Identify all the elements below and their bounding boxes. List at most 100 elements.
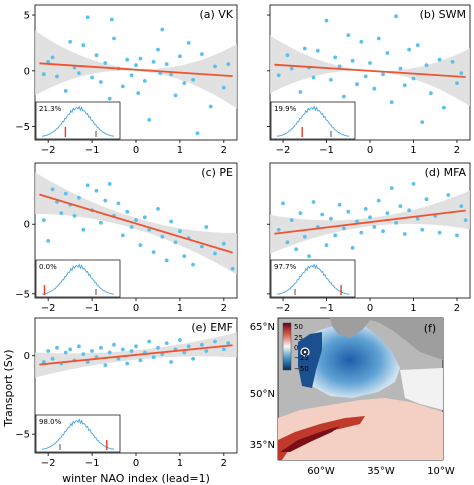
regression-line bbox=[39, 62, 233, 77]
data-point bbox=[407, 208, 411, 213]
data-point bbox=[191, 356, 196, 361]
data-point bbox=[363, 207, 368, 211]
data-point bbox=[315, 48, 320, 53]
inset-histogram bbox=[41, 418, 115, 450]
data-point bbox=[398, 66, 403, 71]
data-point bbox=[68, 347, 72, 352]
data-point bbox=[307, 254, 311, 259]
data-point bbox=[46, 239, 51, 243]
data-point bbox=[355, 219, 359, 224]
data-point bbox=[103, 61, 108, 65]
data-point bbox=[112, 342, 116, 347]
panel-title: (a) VK bbox=[199, 8, 233, 21]
data-point bbox=[281, 201, 285, 206]
data-point bbox=[120, 347, 125, 352]
data-point bbox=[407, 47, 411, 52]
data-point bbox=[94, 188, 99, 193]
panel-emf: −2 −1 0 1 2 −5 0 (e) EMF 98.0% bbox=[15, 317, 238, 469]
data-point bbox=[77, 344, 81, 349]
x-axis-label: winter NAO index (lead=1) bbox=[62, 472, 210, 485]
data-point bbox=[342, 226, 346, 231]
data-point bbox=[63, 89, 68, 93]
data-point bbox=[455, 233, 459, 238]
data-point bbox=[415, 216, 420, 221]
data-point bbox=[329, 216, 333, 221]
data-point bbox=[221, 347, 226, 352]
y-tick-label: 0 bbox=[24, 351, 30, 362]
data-point bbox=[420, 227, 425, 232]
data-point bbox=[72, 214, 77, 218]
data-point bbox=[324, 243, 329, 248]
data-point bbox=[186, 41, 191, 45]
data-point bbox=[415, 43, 420, 48]
data-point bbox=[103, 363, 108, 367]
data-point bbox=[298, 90, 303, 94]
data-point bbox=[200, 244, 204, 249]
data-point bbox=[81, 352, 86, 356]
data-point bbox=[394, 220, 398, 225]
data-point bbox=[213, 251, 217, 256]
map-panel: (f) 50 25 0 −25 −50 65°N 50°N 35°N 60°W … bbox=[250, 317, 455, 477]
data-point bbox=[85, 183, 90, 188]
x-tick-label: 2 bbox=[454, 145, 460, 156]
regression-line bbox=[39, 193, 233, 254]
data-point bbox=[350, 58, 355, 63]
data-point bbox=[302, 234, 307, 239]
data-point bbox=[437, 57, 442, 62]
y-tick-label: −5 bbox=[15, 122, 30, 133]
data-point bbox=[459, 71, 464, 75]
data-point bbox=[164, 258, 169, 263]
data-point bbox=[289, 218, 294, 223]
inset-percent: 97.7% bbox=[274, 263, 297, 271]
data-point bbox=[402, 83, 407, 88]
ocean-warm bbox=[278, 398, 443, 460]
data-point bbox=[450, 60, 455, 64]
data-point bbox=[160, 27, 165, 32]
data-point bbox=[182, 350, 187, 355]
inset-histogram bbox=[276, 263, 350, 295]
x-tick-label: −2 bbox=[41, 145, 56, 156]
data-point bbox=[226, 341, 231, 345]
data-point bbox=[173, 93, 178, 98]
data-point bbox=[337, 64, 342, 69]
data-point bbox=[420, 120, 425, 124]
x-tick-label: −1 bbox=[319, 145, 334, 156]
data-point bbox=[213, 64, 217, 69]
data-point bbox=[221, 241, 226, 246]
data-point bbox=[134, 344, 138, 349]
data-point bbox=[178, 338, 182, 342]
data-point bbox=[81, 227, 86, 232]
data-point bbox=[204, 349, 209, 353]
data-point bbox=[455, 81, 459, 85]
data-point bbox=[324, 18, 329, 23]
data-point bbox=[169, 72, 174, 77]
y-axis-label: Transport (Sv) bbox=[2, 349, 15, 427]
data-point bbox=[446, 193, 451, 197]
data-point bbox=[200, 342, 204, 347]
data-point bbox=[385, 51, 390, 55]
data-point bbox=[191, 262, 196, 267]
data-point bbox=[125, 361, 130, 366]
data-point bbox=[294, 247, 298, 252]
x-tick-label: −1 bbox=[85, 303, 100, 314]
data-point bbox=[46, 60, 51, 64]
data-point bbox=[276, 73, 281, 78]
x-tick-label: −1 bbox=[319, 303, 334, 314]
data-point bbox=[429, 91, 433, 95]
data-point bbox=[125, 209, 130, 214]
gulf-stream bbox=[278, 416, 365, 460]
data-point bbox=[99, 80, 103, 84]
data-point bbox=[213, 339, 217, 344]
data-point bbox=[402, 232, 407, 236]
x-tick-label: 0 bbox=[367, 303, 373, 314]
data-point bbox=[289, 66, 294, 71]
data-point bbox=[230, 266, 235, 271]
data-point bbox=[355, 82, 359, 87]
y-tick-label: 0 bbox=[24, 66, 30, 77]
data-point bbox=[63, 350, 68, 355]
data-point bbox=[81, 43, 86, 48]
inset-histogram bbox=[276, 105, 350, 137]
data-point bbox=[164, 341, 169, 345]
colorbar-tick: 0 bbox=[294, 344, 298, 352]
x-tick-label: 2 bbox=[221, 145, 227, 156]
